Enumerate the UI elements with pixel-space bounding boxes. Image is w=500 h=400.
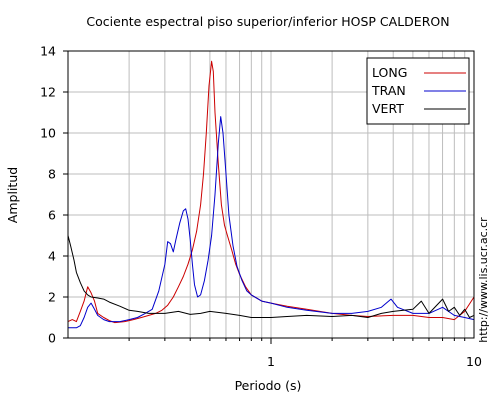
x-tick-label: 10 [466,354,482,369]
y-tick-label: 6 [48,208,56,223]
series-line-vert [67,235,475,318]
y-tick-label: 8 [48,167,56,182]
legend-label-long: LONG [372,65,407,80]
series-line-tran [68,116,475,329]
y-tick-label: 0 [48,331,56,346]
chart-title: Cociente espectral piso superior/inferio… [86,14,449,29]
y-tick-label: 10 [40,126,56,141]
x-axis-label: Periodo (s) [235,378,302,393]
source-url: http://www.lis.ucr.ac.cr [477,217,490,343]
legend-label-tran: TRAN [371,83,406,98]
y-tick-label: 12 [40,85,56,100]
legend-label-vert: VERT [372,101,404,116]
y-tick-label: 4 [48,249,56,264]
y-axis-label: Amplitud [5,167,20,223]
legend: LONG TRAN VERT [366,57,470,125]
y-tick-label: 14 [40,44,56,59]
x-tick-label: 1 [267,354,275,369]
axis-ticks: 0 2 4 6 8 10 12 14 1 10 [40,44,482,370]
series-group [67,60,475,329]
y-tick-label: 2 [48,290,56,305]
